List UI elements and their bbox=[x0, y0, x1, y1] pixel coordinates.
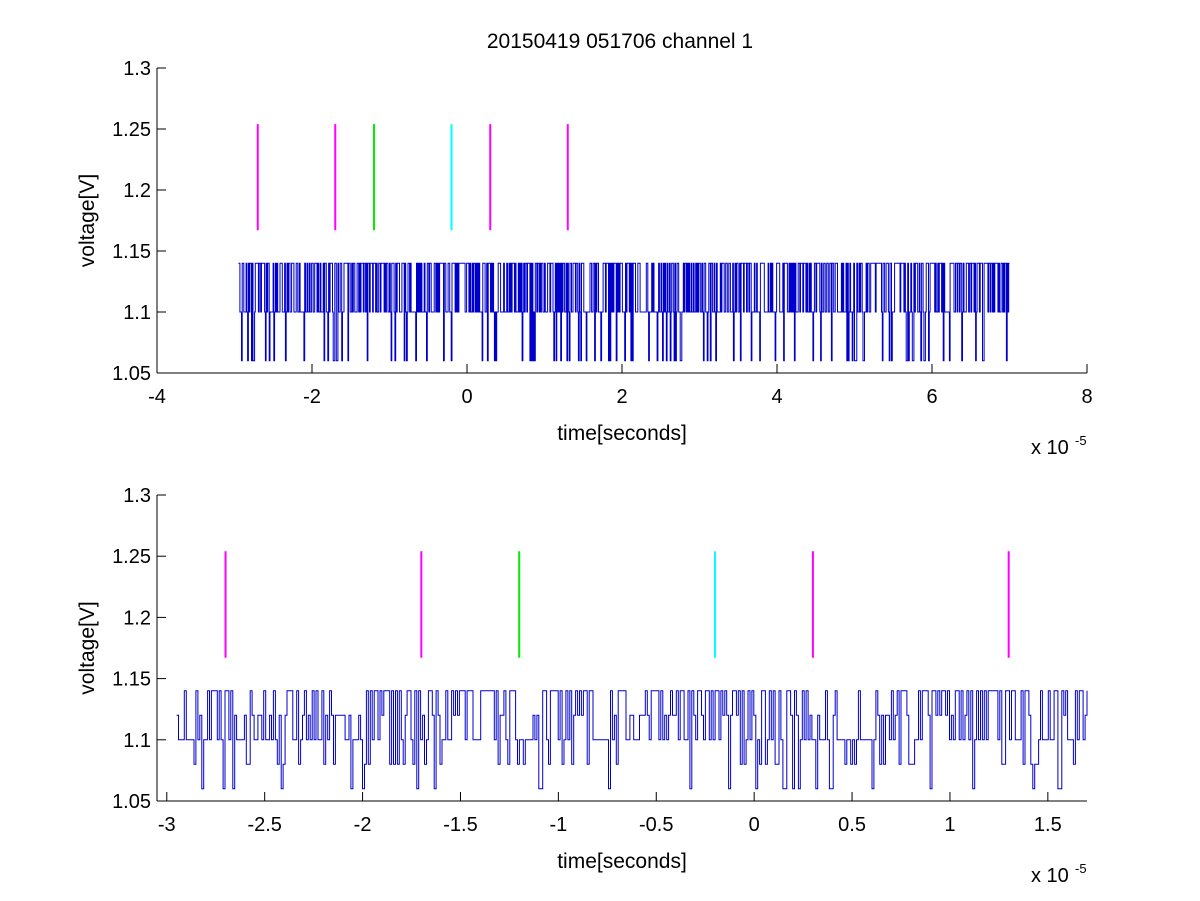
y-tick-label: 1.15 bbox=[112, 241, 151, 263]
y-tick-label: 1.2 bbox=[123, 180, 151, 202]
x-tick-label: -4 bbox=[148, 386, 166, 408]
x-tick-label: -3 bbox=[158, 814, 176, 836]
x-tick-label: 0.5 bbox=[838, 814, 866, 836]
x-tick-label: 0 bbox=[749, 814, 760, 836]
y-tick-label: 1.25 bbox=[112, 546, 151, 568]
y-tick-label: 1.15 bbox=[112, 669, 151, 691]
x-tick-label: 0 bbox=[461, 386, 472, 408]
y-tick-label: 1.25 bbox=[112, 119, 151, 141]
x-tick-label: -1.5 bbox=[443, 814, 477, 836]
x-tick-label: -0.5 bbox=[639, 814, 673, 836]
y-tick-label: 1.05 bbox=[112, 363, 151, 385]
y-tick-label: 1.1 bbox=[123, 302, 151, 324]
x-exponent-label: x 10 bbox=[1031, 437, 1069, 459]
x-tick-label: 4 bbox=[771, 386, 782, 408]
x-tick-label: 8 bbox=[1081, 386, 1092, 408]
voltage-trace bbox=[238, 262, 1010, 362]
figure-title: 20150419 051706 channel 1 bbox=[487, 30, 753, 53]
y-tick-label: 1.3 bbox=[123, 485, 151, 507]
x-tick-label: -2 bbox=[303, 386, 321, 408]
y-axis-label: voltage[V] bbox=[76, 601, 99, 694]
axes-bottom: 1.05 1.1 1.15 1.2 1.25 1.3 -3 -2.5 -2 -1.5 -1 -0.5 0… bbox=[76, 485, 1088, 887]
x-tick-label: -1 bbox=[549, 814, 567, 836]
y-tick-label: 1.2 bbox=[123, 607, 151, 629]
x-axis-label: time[seconds] bbox=[557, 422, 687, 445]
y-tick-label: 1.05 bbox=[112, 791, 151, 813]
y-tick-label: 1.3 bbox=[123, 58, 151, 80]
x-tick-label: 1.5 bbox=[1034, 814, 1062, 836]
voltage-trace bbox=[176, 690, 1088, 790]
y-axis-label: voltage[V] bbox=[76, 174, 99, 267]
x-tick-label: -2 bbox=[354, 814, 372, 836]
x-exponent-label: x 10 bbox=[1031, 865, 1069, 887]
y-tick-label: 1.1 bbox=[123, 730, 151, 752]
x-tick-label: 1 bbox=[944, 814, 955, 836]
x-axis-label: time[seconds] bbox=[557, 850, 687, 873]
x-tick-label: -2.5 bbox=[247, 814, 281, 836]
x-exponent-value: -5 bbox=[1075, 433, 1087, 448]
axes-top: 1.05 1.1 1.15 1.2 1.25 1.3 -4 -2 0 2 4 6 8 time[secon… bbox=[76, 58, 1093, 459]
x-exponent-value: -5 bbox=[1075, 861, 1087, 876]
x-tick-label: 6 bbox=[926, 386, 937, 408]
x-tick-label: 2 bbox=[616, 386, 627, 408]
